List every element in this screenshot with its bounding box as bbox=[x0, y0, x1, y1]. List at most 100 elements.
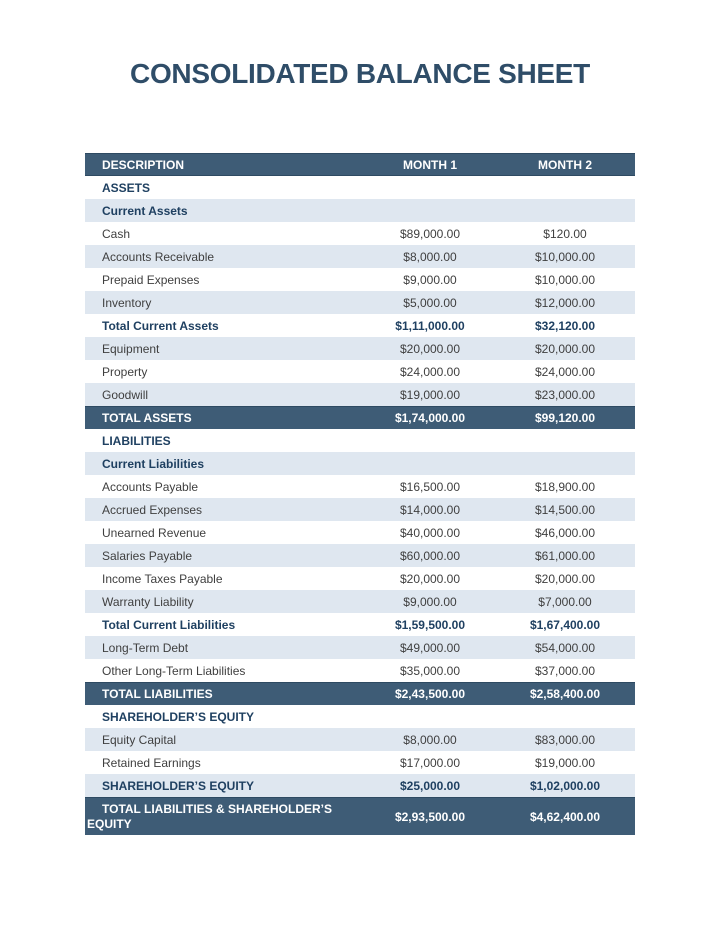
row-month2-value: $20,000.00 bbox=[534, 341, 596, 356]
total-row-liabilities-and-equity: TOTAL LIABILITIES & SHAREHOLDER’S EQUITY… bbox=[85, 797, 635, 835]
row-month1-value: $17,000.00 bbox=[399, 755, 461, 770]
row-label: TOTAL ASSETS bbox=[102, 411, 192, 425]
row-month1-value: $14,000.00 bbox=[399, 502, 461, 517]
row-label: Current Assets bbox=[102, 203, 188, 218]
row-month2-value: $14,500.00 bbox=[534, 502, 596, 517]
row-month2-value: $2,58,400.00 bbox=[529, 687, 601, 701]
subtotal-row-shareholders-equity: SHAREHOLDER’S EQUITY $25,000.00 $1,02,00… bbox=[85, 774, 635, 797]
header-month2: MONTH 2 bbox=[538, 157, 592, 172]
subtotal-row-current-assets: Total Current Assets $1,11,000.00 $32,12… bbox=[85, 314, 635, 337]
row-label: Equipment bbox=[102, 341, 160, 356]
balance-sheet-table: DESCRIPTION MONTH 1 MONTH 2 ASSETS Curre… bbox=[85, 153, 635, 835]
row-month1-value: $20,000.00 bbox=[399, 341, 461, 356]
row-label: Inventory bbox=[102, 295, 152, 310]
row-label: Cash bbox=[102, 226, 131, 241]
section-row-liabilities: LIABILITIES bbox=[85, 429, 635, 452]
row-label: TOTAL LIABILITIES bbox=[102, 687, 213, 701]
table-row: Accrued Expenses $14,000.00 $14,500.00 bbox=[85, 498, 635, 521]
row-label: Accrued Expenses bbox=[102, 502, 203, 517]
table-row: Equity Capital $8,000.00 $83,000.00 bbox=[85, 728, 635, 751]
row-label: Accounts Payable bbox=[102, 479, 199, 494]
header-description: DESCRIPTION bbox=[102, 157, 185, 172]
row-month2-value: $54,000.00 bbox=[534, 640, 596, 655]
row-month1-value: $2,43,500.00 bbox=[394, 687, 466, 701]
section-row-shareholders-equity: SHAREHOLDER’S EQUITY bbox=[85, 705, 635, 728]
row-label: Warranty Liability bbox=[102, 594, 194, 609]
row-month1-value: $20,000.00 bbox=[399, 571, 461, 586]
subsection-row-current-assets: Current Assets bbox=[85, 199, 635, 222]
total-row-total-liabilities: TOTAL LIABILITIES $2,43,500.00 $2,58,400… bbox=[85, 682, 635, 705]
row-month1-value: $1,59,500.00 bbox=[394, 617, 466, 632]
row-month1-value: $9,000.00 bbox=[403, 594, 457, 609]
row-month1-value: $2,93,500.00 bbox=[394, 809, 466, 824]
row-month2-value: $7,000.00 bbox=[538, 594, 592, 609]
row-label: LIABILITIES bbox=[102, 433, 171, 448]
row-label: SHAREHOLDER’S EQUITY bbox=[102, 778, 255, 793]
row-label: Total Current Liabilities bbox=[102, 617, 236, 632]
row-label: Prepaid Expenses bbox=[102, 272, 200, 287]
header-month1: MONTH 1 bbox=[403, 157, 457, 172]
table-row: Retained Earnings $17,000.00 $19,000.00 bbox=[85, 751, 635, 774]
row-month2-value: $10,000.00 bbox=[534, 249, 596, 264]
row-month2-value: $37,000.00 bbox=[534, 663, 596, 678]
table-row: Property $24,000.00 $24,000.00 bbox=[85, 360, 635, 383]
row-label: Salaries Payable bbox=[102, 548, 193, 563]
row-month1-value: $35,000.00 bbox=[399, 663, 461, 678]
row-month1-value: $49,000.00 bbox=[399, 640, 461, 655]
row-month1-value: $89,000.00 bbox=[399, 226, 461, 241]
row-label: Unearned Revenue bbox=[102, 525, 207, 540]
row-label: Retained Earnings bbox=[102, 755, 201, 770]
table-row: Prepaid Expenses $9,000.00 $10,000.00 bbox=[85, 268, 635, 291]
table-row: Other Long-Term Liabilities $35,000.00 $… bbox=[85, 659, 635, 682]
row-label: Property bbox=[102, 364, 148, 379]
row-month1-value: $19,000.00 bbox=[399, 387, 461, 402]
row-month2-value: $20,000.00 bbox=[534, 571, 596, 586]
row-label: Long-Term Debt bbox=[102, 640, 189, 655]
table-row: Salaries Payable $60,000.00 $61,000.00 bbox=[85, 544, 635, 567]
section-row-assets: ASSETS bbox=[85, 176, 635, 199]
row-month1-value: $8,000.00 bbox=[403, 249, 457, 264]
row-month2-value: $1,67,400.00 bbox=[529, 617, 601, 632]
table-row: Equipment $20,000.00 $20,000.00 bbox=[85, 337, 635, 360]
row-label: SHAREHOLDER’S EQUITY bbox=[102, 709, 255, 724]
table-header-row: DESCRIPTION MONTH 1 MONTH 2 bbox=[85, 153, 635, 176]
row-label: Other Long-Term Liabilities bbox=[102, 663, 246, 678]
row-month1-value: $25,000.00 bbox=[399, 778, 461, 793]
row-month2-value: $10,000.00 bbox=[534, 272, 596, 287]
row-month2-value: $23,000.00 bbox=[534, 387, 596, 402]
row-label: Accounts Receivable bbox=[102, 249, 215, 264]
table-row: Accounts Payable $16,500.00 $18,900.00 bbox=[85, 475, 635, 498]
row-month2-value: $4,62,400.00 bbox=[529, 809, 601, 824]
total-row-total-assets: TOTAL ASSETS $1,74,000.00 $99,120.00 bbox=[85, 406, 635, 429]
table-row: Accounts Receivable $8,000.00 $10,000.00 bbox=[85, 245, 635, 268]
row-month2-value: $99,120.00 bbox=[534, 411, 596, 425]
row-month2-value: $18,900.00 bbox=[534, 479, 596, 494]
row-month1-value: $16,500.00 bbox=[399, 479, 461, 494]
row-month1-value: $9,000.00 bbox=[403, 272, 457, 287]
row-month1-value: $1,74,000.00 bbox=[394, 411, 466, 425]
row-month2-value: $1,02,000.00 bbox=[529, 778, 601, 793]
table-row: Cash $89,000.00 $120.00 bbox=[85, 222, 635, 245]
row-month2-value: $83,000.00 bbox=[534, 732, 596, 747]
row-month2-value: $61,000.00 bbox=[534, 548, 596, 563]
table-row: Unearned Revenue $40,000.00 $46,000.00 bbox=[85, 521, 635, 544]
row-month2-value: $120.00 bbox=[543, 226, 587, 241]
row-label: TOTAL LIABILITIES & SHAREHOLDER’S EQUITY bbox=[87, 801, 333, 831]
table-row: Goodwill $19,000.00 $23,000.00 bbox=[85, 383, 635, 406]
table-row: Inventory $5,000.00 $12,000.00 bbox=[85, 291, 635, 314]
table-row: Warranty Liability $9,000.00 $7,000.00 bbox=[85, 590, 635, 613]
row-month1-value: $5,000.00 bbox=[403, 295, 457, 310]
row-month2-value: $12,000.00 bbox=[534, 295, 596, 310]
row-label: Current Liabilities bbox=[102, 456, 205, 471]
row-month1-value: $40,000.00 bbox=[399, 525, 461, 540]
row-label: Equity Capital bbox=[102, 732, 177, 747]
subtotal-row-current-liabilities: Total Current Liabilities $1,59,500.00 $… bbox=[85, 613, 635, 636]
row-month2-value: $32,120.00 bbox=[534, 318, 596, 333]
row-month2-value: $19,000.00 bbox=[534, 755, 596, 770]
row-month2-value: $24,000.00 bbox=[534, 364, 596, 379]
subsection-row-current-liabilities: Current Liabilities bbox=[85, 452, 635, 475]
row-label: ASSETS bbox=[102, 180, 151, 195]
row-month2-value: $46,000.00 bbox=[534, 525, 596, 540]
table-row: Long-Term Debt $49,000.00 $54,000.00 bbox=[85, 636, 635, 659]
